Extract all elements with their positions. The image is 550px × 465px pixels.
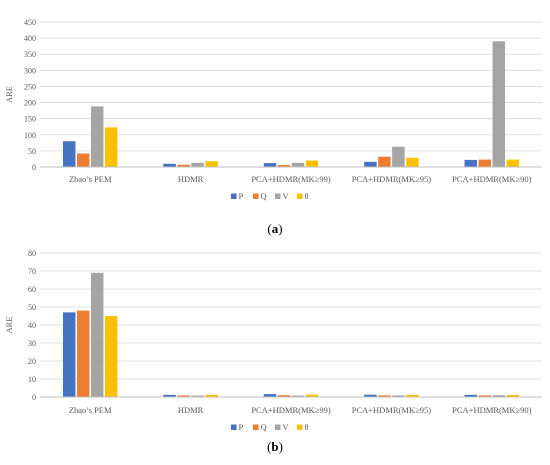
bar-q-2 (177, 164, 190, 167)
y-tick-label: 80 (28, 249, 36, 258)
legend-label: V (283, 191, 290, 201)
legend-label: V (283, 422, 290, 432)
legend-swatch (297, 193, 303, 199)
x-category-label: PCA+HDMR(MK≥90) (452, 405, 532, 415)
x-category-label: PCA+HDMR(MK≥95) (352, 174, 432, 184)
x-category-label: Zhao’s PEM (69, 405, 112, 415)
y-tick-label: 0 (32, 393, 36, 402)
x-category-label: HDMR (178, 174, 204, 184)
legend-label: P (239, 422, 244, 432)
legend-swatch (231, 424, 237, 430)
y-tick-label: 60 (28, 285, 36, 294)
y-tick-label: 70 (28, 267, 36, 276)
bar-q-4 (378, 395, 391, 397)
bar-v-2 (191, 162, 204, 167)
legend-swatch (231, 193, 237, 199)
y-tick-label: 300 (24, 66, 36, 75)
legend-swatch (275, 424, 281, 430)
x-category-label: PCA+HDMR(MK≥95) (352, 405, 432, 415)
bar--2 (205, 161, 218, 167)
bar-p-1 (62, 312, 76, 397)
y-tick-label: 10 (28, 375, 36, 384)
caption-open: ( (267, 221, 271, 236)
bar--3 (305, 394, 319, 397)
bar-q-1 (76, 310, 90, 397)
legend-swatch (275, 193, 281, 199)
bar-p-5 (464, 394, 478, 397)
legend-label: θ (305, 191, 309, 201)
bar-q-3 (277, 165, 291, 167)
x-category-label: PCA+HDMR(MK≥99) (251, 405, 331, 415)
y-tick-label: 450 (24, 18, 36, 27)
y-tick-label: 250 (24, 82, 36, 91)
caption-letter: a (272, 221, 279, 236)
bar--4 (406, 157, 419, 167)
caption-open: ( (267, 439, 271, 454)
bar-p-1 (62, 141, 76, 167)
x-category-label: PCA+HDMR(MK≥99) (251, 174, 331, 184)
panel-caption: (b) (267, 439, 283, 454)
y-tick-label: 0 (32, 163, 36, 172)
bar-q-1 (76, 153, 90, 167)
legend-label: θ (305, 422, 309, 432)
legend-label: Q (261, 191, 267, 201)
caption-letter: b (271, 439, 278, 454)
bar-q-5 (478, 159, 492, 167)
x-category-label: PCA+HDMR(MK≥90) (452, 174, 532, 184)
legend-label: Q (261, 422, 267, 432)
legend-swatch (253, 193, 259, 199)
bar--5 (506, 159, 520, 167)
bar-v-1 (90, 106, 104, 167)
caption-close: ) (278, 221, 282, 236)
bar-p-4 (364, 161, 377, 167)
legend-label: P (239, 191, 244, 201)
bar--4 (406, 394, 419, 397)
y-tick-label: 40 (28, 321, 36, 330)
bar-p-4 (364, 394, 377, 397)
bar-v-4 (392, 146, 405, 167)
bar-v-3 (291, 162, 305, 167)
bar-v-1 (90, 272, 104, 397)
bar-q-3 (277, 395, 291, 397)
chart-a: 0 50 100 150 200 250 300 350 400 450 ARE Zhao’s PEM… (4, 18, 542, 236)
x-category-label: Zhao’s PEM (69, 174, 112, 184)
bar-q-2 (177, 395, 190, 397)
legend-swatch (297, 424, 303, 430)
bar-p-3 (263, 394, 277, 397)
y-axis-label: ARE (4, 86, 14, 103)
panel-caption: (a) (267, 221, 282, 236)
y-tick-label: 200 (24, 99, 36, 108)
caption-close: ) (279, 439, 283, 454)
y-tick-label: 400 (24, 34, 36, 43)
legend-swatch (253, 424, 259, 430)
y-tick-label: 50 (28, 147, 36, 156)
y-axis-label: ARE (4, 317, 14, 334)
bar--1 (104, 316, 118, 397)
bar-v-2 (191, 395, 204, 397)
bar-p-2 (163, 394, 176, 397)
bar-q-4 (378, 156, 391, 167)
x-category-label: HDMR (178, 405, 204, 415)
bar--1 (104, 127, 118, 167)
bar-p-3 (263, 163, 277, 167)
y-tick-label: 350 (24, 50, 36, 59)
bar-p-5 (464, 159, 478, 167)
y-tick-label: 50 (28, 303, 36, 312)
bar-v-5 (492, 41, 506, 168)
y-tick-label: 100 (24, 131, 36, 140)
bar-v-3 (291, 395, 305, 397)
y-tick-label: 30 (28, 339, 36, 348)
chart-b: 0 10 20 30 40 50 60 70 80 ARE Zhao’s PEM HDMR PCA+HD… (4, 249, 542, 454)
y-tick-label: 20 (28, 357, 36, 366)
bar--5 (506, 395, 520, 397)
bar-v-4 (392, 395, 405, 397)
bar-p-2 (163, 163, 176, 167)
bar-v-5 (492, 395, 506, 397)
bar--2 (205, 394, 218, 397)
bar--3 (305, 160, 319, 167)
bar-q-5 (478, 395, 492, 397)
y-tick-label: 150 (24, 115, 36, 124)
